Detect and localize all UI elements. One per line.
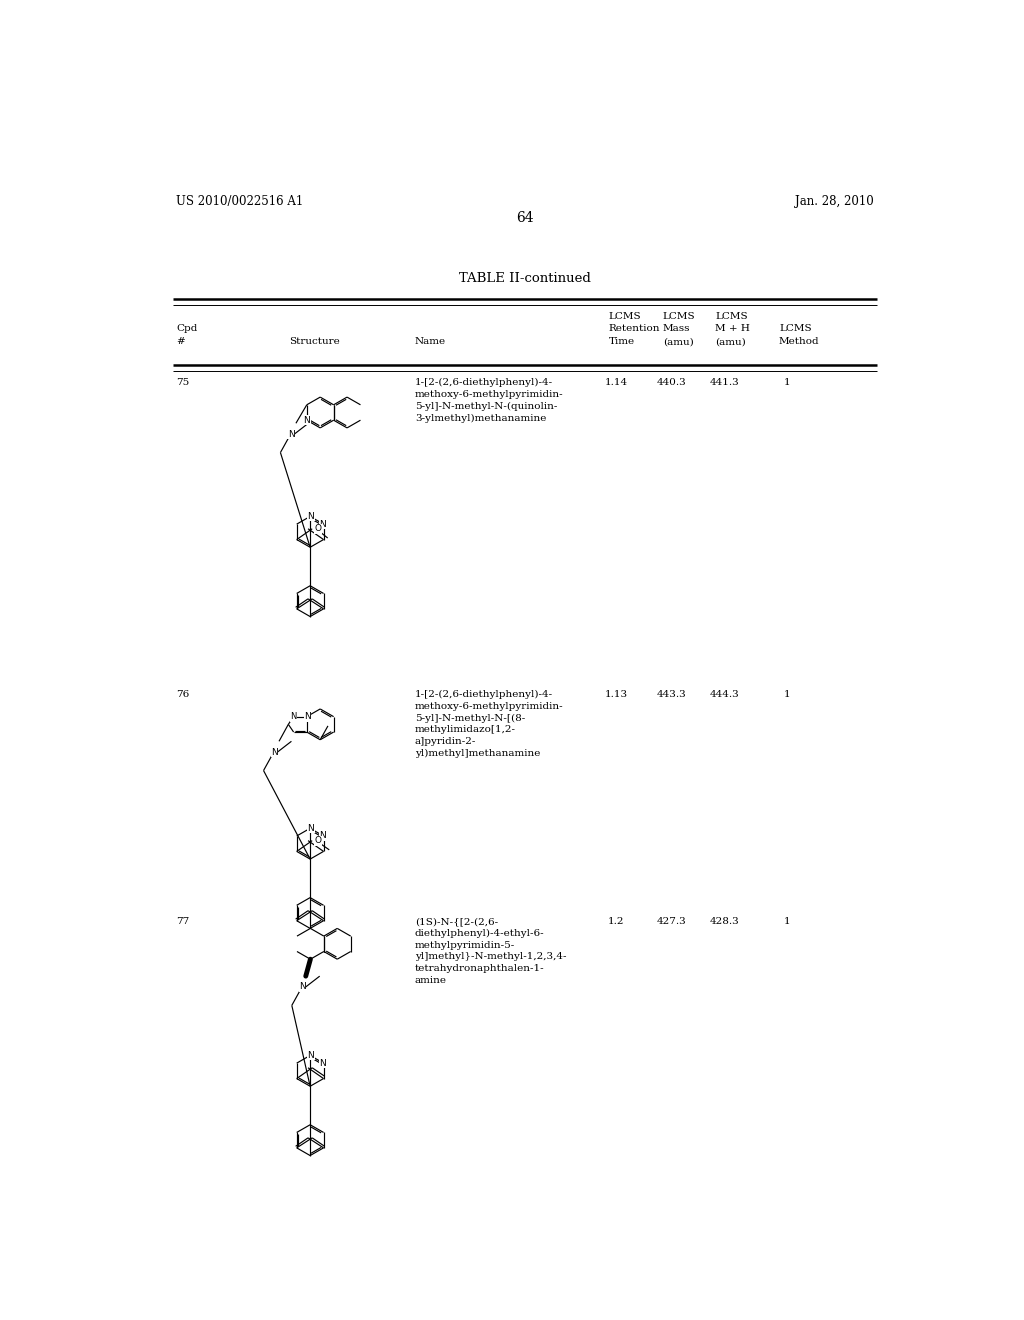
Text: 1-[2-(2,6-diethylphenyl)-4-
methoxy-6-methylpyrimidin-
5-yl]-N-methyl-N-(quinoli: 1-[2-(2,6-diethylphenyl)-4- methoxy-6-me… — [415, 378, 563, 422]
Text: LCMS: LCMS — [608, 313, 641, 321]
Text: N: N — [271, 747, 278, 756]
Text: Cpd: Cpd — [176, 323, 198, 333]
Text: 1.14: 1.14 — [605, 378, 628, 387]
Text: O: O — [314, 524, 322, 533]
Text: 427.3: 427.3 — [657, 917, 687, 925]
Text: 428.3: 428.3 — [710, 917, 739, 925]
Text: 443.3: 443.3 — [657, 689, 687, 698]
Text: (amu): (amu) — [716, 337, 746, 346]
Text: LCMS: LCMS — [716, 313, 749, 321]
Text: Jan. 28, 2010: Jan. 28, 2010 — [795, 195, 873, 209]
Text: LCMS: LCMS — [663, 313, 695, 321]
Text: 444.3: 444.3 — [710, 689, 739, 698]
Text: (amu): (amu) — [663, 337, 693, 346]
Text: Name: Name — [415, 337, 445, 346]
Text: Mass: Mass — [663, 323, 690, 333]
Text: N: N — [319, 520, 327, 528]
Text: M + H: M + H — [716, 323, 751, 333]
Text: Retention: Retention — [608, 323, 660, 333]
Text: 1: 1 — [783, 689, 791, 698]
Text: 75: 75 — [176, 378, 189, 387]
Text: N: N — [307, 512, 314, 521]
Text: N: N — [319, 1059, 327, 1068]
Text: LCMS: LCMS — [779, 323, 812, 333]
Text: N: N — [303, 416, 310, 425]
Text: N: N — [307, 824, 314, 833]
Text: N: N — [288, 429, 295, 438]
Text: Structure: Structure — [289, 337, 339, 346]
Text: O: O — [314, 836, 322, 845]
Text: TABLE II-continued: TABLE II-continued — [459, 272, 591, 285]
Text: 1-[2-(2,6-diethylphenyl)-4-
methoxy-6-methylpyrimidin-
5-yl]-N-methyl-N-[(8-
met: 1-[2-(2,6-diethylphenyl)-4- methoxy-6-me… — [415, 689, 563, 758]
Text: 1: 1 — [783, 378, 791, 387]
Text: N: N — [304, 713, 311, 721]
Text: 1.13: 1.13 — [605, 689, 628, 698]
Text: N: N — [319, 832, 327, 841]
Text: (1S)-N-{[2-(2,6-
diethylphenyl)-4-ethyl-6-
methylpyrimidin-5-
yl]methyl}-N-methy: (1S)-N-{[2-(2,6- diethylphenyl)-4-ethyl-… — [415, 917, 566, 985]
Text: 441.3: 441.3 — [710, 378, 739, 387]
Text: US 2010/0022516 A1: US 2010/0022516 A1 — [176, 195, 303, 209]
Text: 76: 76 — [176, 689, 189, 698]
Text: 1: 1 — [783, 917, 791, 925]
Text: N: N — [307, 1051, 314, 1060]
Text: #: # — [176, 337, 184, 346]
Text: Time: Time — [608, 337, 635, 346]
Text: N: N — [291, 713, 297, 721]
Text: 64: 64 — [516, 211, 534, 224]
Text: 440.3: 440.3 — [657, 378, 687, 387]
Text: 1.2: 1.2 — [608, 917, 625, 925]
Text: 77: 77 — [176, 917, 189, 925]
Text: Method: Method — [779, 337, 819, 346]
Text: N: N — [299, 982, 306, 991]
